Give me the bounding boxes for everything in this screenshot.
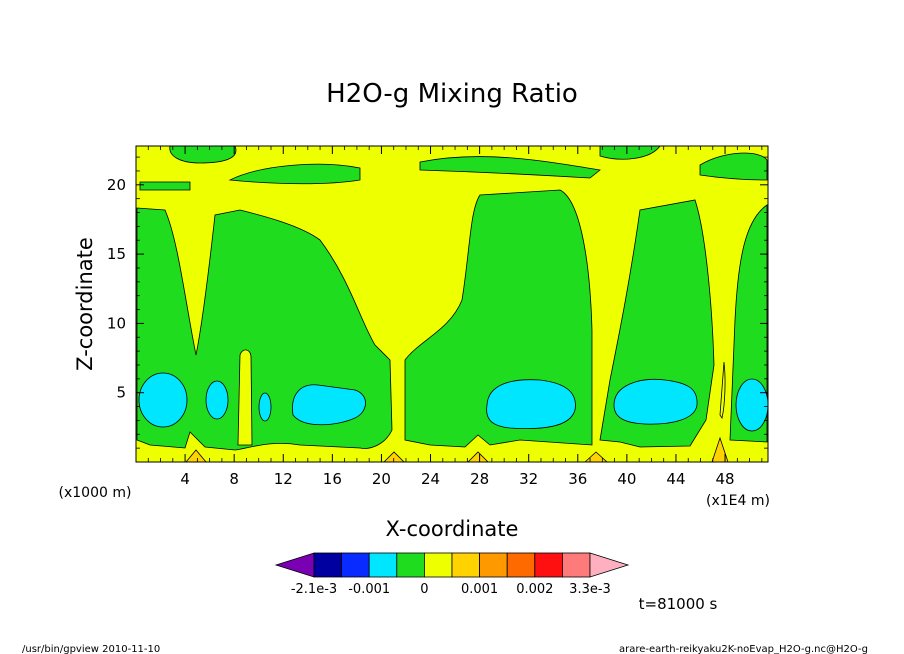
colorbar-bin-2: [368, 552, 398, 578]
core-1: [138, 372, 188, 428]
colorbar-bin-3: [396, 552, 425, 578]
dry-column-1: [237, 349, 253, 446]
footer-right: arare-earth-reikyaku2K-noEvap_H2O-g.nc@H…: [619, 644, 868, 654]
colorbar-bin-9: [562, 552, 591, 578]
plot-frame: [135, 145, 769, 463]
x-tick-label-8: 36: [568, 470, 587, 488]
colorbar-label-1: -0.001: [348, 582, 390, 597]
core-6: [613, 379, 698, 425]
colorbar-over-triangle: [589, 552, 630, 578]
core-3: [258, 392, 272, 422]
ground-peaks: [185, 436, 729, 463]
colorbar-bin-4: [423, 552, 453, 578]
x-unit-right: (x1E4 m): [706, 493, 770, 509]
footer-left: /usr/bin/gpview 2010-11-10: [22, 644, 160, 654]
y-tick-label-2: 15: [107, 245, 126, 263]
colorbar-under-triangle: [274, 552, 315, 578]
x-tick-label-9: 40: [617, 470, 636, 488]
x-tick-label-3: 16: [323, 470, 342, 488]
colorbar-labels: -2.1e-3 -0.001 0 0.001 0.002 3.3e-3: [291, 582, 611, 597]
moist-band-top-6: [699, 152, 768, 181]
colorbar-label-0: -2.1e-3: [291, 582, 337, 597]
colorbar-label-2: 0: [420, 582, 428, 597]
x-tick-label-7: 32: [519, 470, 538, 488]
x-tick-label-2: 12: [274, 470, 293, 488]
dry-column-2: [719, 361, 726, 419]
colorbar-label-5: 3.3e-3: [569, 582, 611, 597]
x-tick-label-0: 4: [180, 470, 190, 488]
dry-columns: [237, 349, 726, 446]
very-moist-cores: [138, 372, 769, 432]
x-unit-left: (x1000 m): [59, 485, 132, 501]
colorbar-bin-1: [341, 552, 370, 578]
y-axis: 5 10 15 20: [107, 156, 768, 449]
x-tick-label-5: 24: [421, 470, 440, 488]
colorbar-bin-6: [479, 552, 508, 578]
y-tick-label-1: 10: [107, 314, 126, 332]
time-label: t=81000 s: [639, 595, 718, 613]
colorbar-bin-0: [313, 552, 343, 578]
x-tick-label-4: 20: [372, 470, 391, 488]
core-7: [735, 378, 769, 432]
colorbar-bin-7: [506, 552, 536, 578]
y-axis-label: Z-coordinate: [73, 237, 97, 371]
x-axis: 4 8 12 16 20 24 28 32 36 40 44 48: [147, 146, 763, 488]
core-4: [292, 384, 366, 426]
core-5: [486, 379, 576, 430]
moist-band-top-1: [169, 145, 237, 164]
colorbar-label-3: 0.001: [461, 582, 498, 597]
x-axis-label: X-coordinate: [386, 517, 519, 541]
colorbar-bin-5: [451, 552, 481, 578]
core-2: [205, 380, 229, 420]
colorbar-bin-8: [534, 552, 563, 578]
colorbar-label-4: 0.002: [516, 582, 553, 597]
moist-band-top-5: [139, 181, 191, 191]
y-tick-label-0: 5: [116, 384, 126, 402]
moist-band-top-3: [419, 156, 601, 179]
x-tick-label-1: 8: [229, 470, 239, 488]
colorbar: [274, 552, 630, 578]
chart-title: H2O-g Mixing Ratio: [326, 79, 578, 109]
x-tick-label-6: 28: [470, 470, 489, 488]
x-tick-label-11: 48: [716, 470, 735, 488]
plot-area: [135, 145, 769, 463]
x-tick-label-10: 44: [666, 470, 685, 488]
y-tick-label-3: 20: [107, 176, 126, 194]
moist-band-top-2: [228, 163, 361, 185]
